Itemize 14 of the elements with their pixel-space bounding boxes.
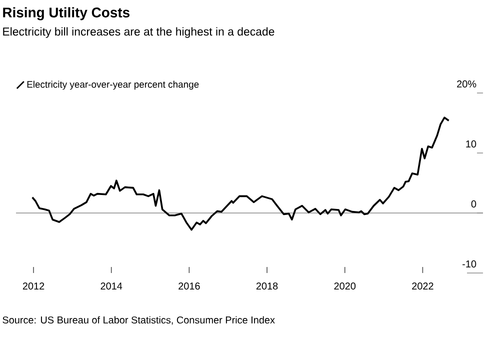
- x-tick-label: 2020: [334, 282, 356, 290]
- x-tick-label: 2012: [22, 282, 44, 290]
- y-tick-label: 10: [466, 140, 476, 148]
- x-tick-label: 2014: [100, 282, 122, 290]
- x-tick-label: 2016: [178, 282, 200, 290]
- source-note: Source: US Bureau of Labor Statistics, Consumer Price Index: [2, 316, 275, 325]
- x-tick-label: 2022: [412, 282, 434, 290]
- x-tick-label: 2018: [256, 282, 278, 290]
- y-tick-label: -10: [462, 260, 476, 268]
- chart-title: Rising Utility Costs: [3, 7, 130, 20]
- legend-label: Electricity year-over-year percent change: [27, 80, 199, 90]
- y-tick-label: 0: [471, 200, 476, 208]
- chart-subtitle: Electricity bill increases are at the highest in a decade: [3, 27, 274, 38]
- y-tick-label: 20%: [457, 80, 476, 88]
